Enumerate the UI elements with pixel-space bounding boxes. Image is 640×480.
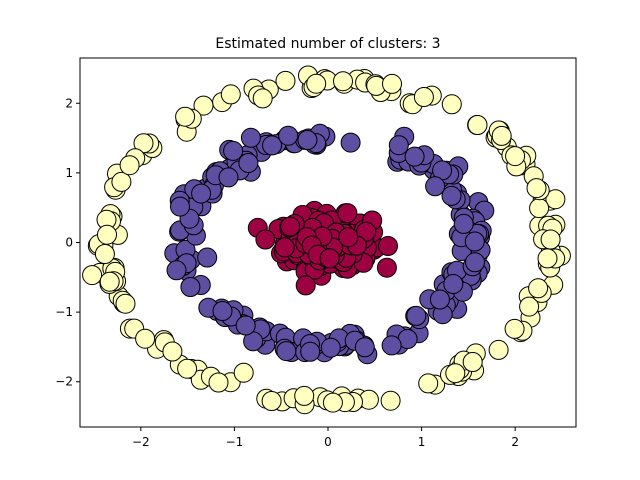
data-point-cluster-0 (319, 248, 340, 269)
data-point-cluster-2 (220, 84, 241, 105)
data-point-cluster-2 (382, 73, 402, 94)
data-point-cluster-2 (294, 385, 315, 406)
data-point-cluster-2 (491, 125, 512, 146)
data-point-cluster-1 (223, 140, 244, 161)
data-point-cluster-2 (418, 373, 439, 394)
x-tick-label: 2 (511, 435, 519, 449)
data-point-cluster-2 (233, 362, 254, 383)
data-point-cluster-2 (261, 391, 282, 411)
data-point-cluster-2 (445, 363, 466, 384)
y-tick-label: 1 (65, 166, 73, 180)
data-point-cluster-1 (276, 341, 297, 362)
data-point-cluster-1 (218, 167, 239, 188)
data-point-cluster-1 (429, 289, 450, 310)
data-point-cluster-2 (504, 318, 525, 339)
data-point-cluster-2 (488, 339, 509, 360)
data-point-cluster-1 (465, 252, 485, 273)
y-tick-label: 0 (65, 236, 73, 250)
data-point-cluster-1 (212, 301, 233, 321)
data-point-cluster-2 (467, 115, 488, 135)
y-axis: −2 −1 0 1 2 (55, 96, 80, 389)
data-point-cluster-2 (441, 94, 462, 115)
data-point-cluster-1 (354, 337, 375, 358)
points-layer (82, 65, 571, 415)
data-point-cluster-0 (356, 221, 377, 242)
data-point-cluster-2 (322, 392, 343, 413)
data-point-cluster-2 (193, 95, 214, 116)
data-point-cluster-2 (540, 229, 561, 250)
data-point-cluster-1 (170, 196, 190, 217)
data-point-cluster-1 (300, 341, 321, 362)
data-point-cluster-2 (529, 198, 550, 219)
data-point-cluster-2 (505, 146, 526, 167)
data-point-cluster-2 (119, 155, 140, 176)
data-point-cluster-0 (280, 216, 301, 237)
data-point-cluster-2 (537, 248, 558, 269)
y-tick-label: −1 (55, 305, 73, 319)
data-point-cluster-2 (97, 224, 117, 245)
data-point-cluster-2 (252, 88, 273, 109)
data-point-cluster-0 (337, 203, 358, 224)
data-point-cluster-2 (135, 328, 156, 349)
data-point-cluster-0 (295, 275, 316, 296)
data-point-cluster-1 (388, 135, 409, 156)
data-point-cluster-1 (381, 335, 402, 356)
data-point-cluster-1 (425, 176, 446, 197)
data-point-cluster-0 (376, 257, 397, 278)
data-point-cluster-1 (166, 260, 187, 281)
data-point-cluster-1 (404, 146, 425, 167)
data-point-cluster-0 (338, 227, 359, 248)
chart-title: Estimated number of clusters: 3 (215, 36, 440, 52)
data-point-cluster-1 (180, 277, 201, 297)
data-point-cluster-2 (519, 296, 540, 317)
x-tick-label: 0 (324, 435, 332, 449)
x-axis: −2 −1 0 1 2 (132, 427, 519, 449)
data-point-cluster-1 (197, 247, 218, 268)
data-point-cluster-1 (262, 135, 282, 156)
data-point-cluster-2 (177, 358, 198, 379)
data-point-cluster-1 (464, 231, 485, 252)
y-tick-label: −2 (55, 375, 73, 389)
data-point-cluster-2 (162, 341, 183, 362)
data-point-cluster-1 (240, 127, 261, 148)
data-point-cluster-2 (545, 189, 566, 210)
data-point-cluster-2 (333, 71, 353, 92)
data-point-cluster-1 (320, 337, 341, 358)
data-point-cluster-1 (191, 183, 212, 204)
data-point-cluster-2 (528, 278, 549, 299)
data-point-cluster-1 (441, 185, 462, 206)
data-point-cluster-0 (255, 229, 276, 250)
data-point-cluster-2 (306, 73, 327, 94)
data-point-cluster-2 (99, 271, 120, 292)
data-point-cluster-2 (82, 265, 103, 286)
data-point-cluster-1 (443, 274, 464, 294)
data-point-cluster-2 (275, 70, 296, 91)
data-point-cluster-1 (278, 125, 299, 146)
data-point-cluster-1 (406, 305, 427, 326)
x-tick-label: −1 (226, 435, 244, 449)
data-point-cluster-1 (235, 315, 256, 336)
data-point-cluster-2 (111, 171, 132, 192)
data-point-cluster-2 (413, 87, 434, 107)
data-point-cluster-2 (115, 293, 136, 314)
data-point-cluster-2 (208, 372, 229, 393)
data-point-cluster-0 (274, 237, 295, 258)
data-point-cluster-2 (175, 106, 196, 127)
data-point-cluster-1 (238, 153, 259, 173)
data-point-cluster-1 (453, 213, 474, 234)
data-point-cluster-0 (378, 236, 398, 256)
data-point-cluster-2 (526, 178, 547, 199)
data-point-cluster-1 (340, 132, 361, 153)
data-point-cluster-1 (297, 130, 318, 150)
data-point-cluster-2 (94, 244, 115, 264)
x-tick-label: −2 (132, 435, 150, 449)
y-tick-label: 2 (65, 96, 73, 110)
data-point-cluster-2 (380, 390, 401, 411)
x-tick-label: 1 (418, 435, 426, 449)
data-point-cluster-2 (462, 352, 483, 372)
